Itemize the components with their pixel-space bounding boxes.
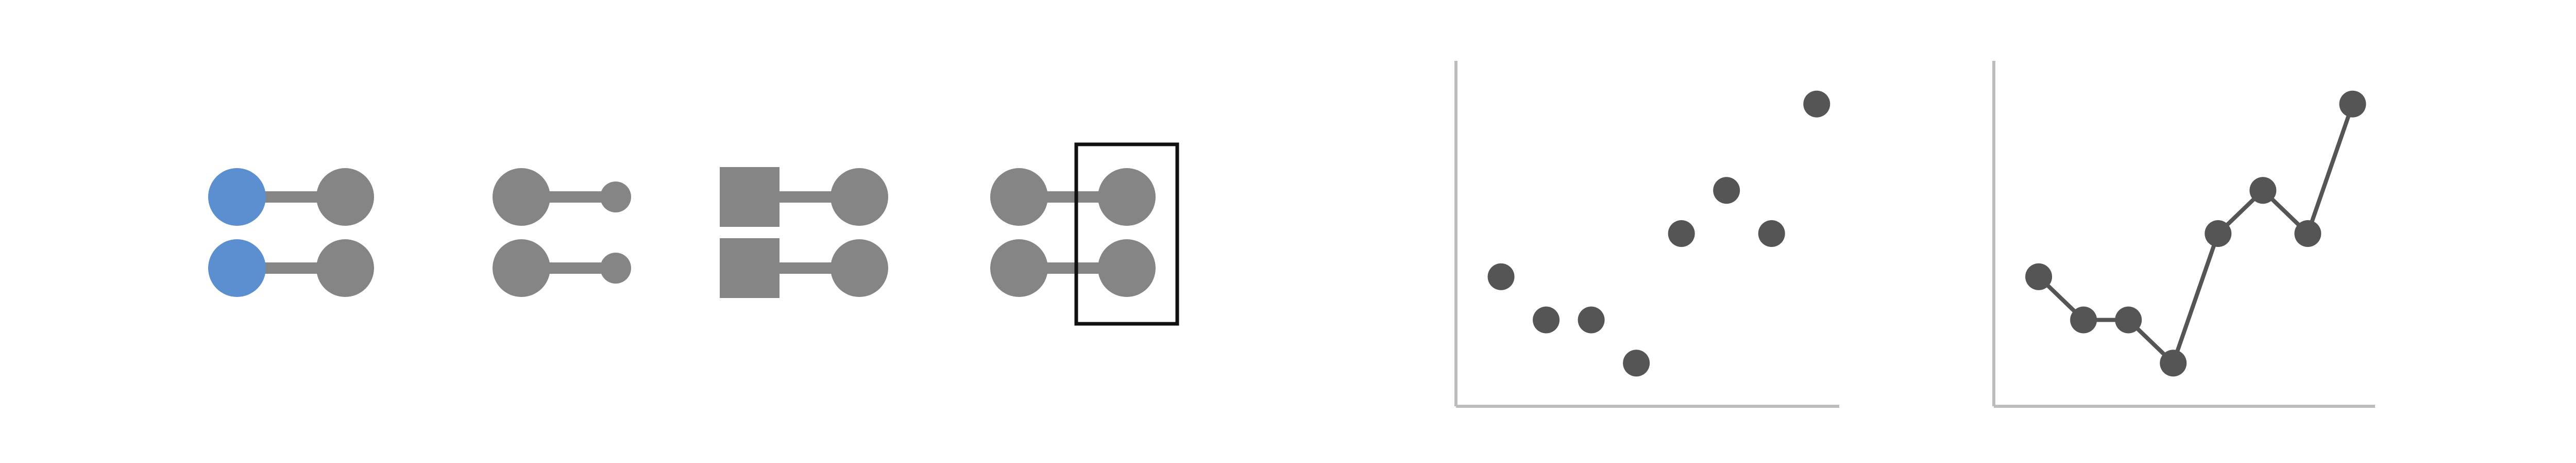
- circle-node: [316, 168, 374, 226]
- data-point: [1758, 220, 1785, 247]
- data-point: [1803, 90, 1831, 118]
- circle-node: [831, 168, 888, 226]
- data-point: [1713, 177, 1740, 204]
- glyph-pair: [493, 168, 631, 226]
- data-point: [2070, 306, 2097, 334]
- data-point: [2025, 263, 2053, 290]
- data-point: [2249, 177, 2277, 204]
- data-point: [2205, 220, 2232, 247]
- circle-node: [493, 239, 550, 297]
- glyph-pair: [208, 239, 374, 297]
- glyph-pair: [720, 167, 888, 227]
- circle-node: [316, 239, 374, 297]
- glyph-group-color-variation: [208, 168, 374, 297]
- circle-node: [1098, 239, 1156, 297]
- circle-node: [493, 168, 550, 226]
- circle-node: [208, 239, 266, 297]
- glyph-pair: [990, 239, 1156, 297]
- glyph-groups: [208, 142, 1179, 326]
- glyph-pair: [720, 238, 888, 298]
- square-node: [720, 238, 779, 298]
- glyph-group-shape-variation: [720, 167, 888, 298]
- data-point: [1668, 220, 1695, 247]
- glyph-group-enclosure: [990, 142, 1179, 326]
- data-point: [2160, 350, 2187, 377]
- circle-node: [208, 168, 266, 226]
- chart-scatter: [1454, 61, 1839, 408]
- circle-node: [990, 239, 1048, 297]
- data-point: [2339, 90, 2366, 118]
- enclosure-frame: [1074, 142, 1179, 326]
- chart-line: [1992, 61, 2375, 408]
- square-node: [720, 167, 779, 227]
- small-circle-node: [600, 253, 631, 284]
- glyph-pair: [493, 239, 631, 297]
- glyph-pair: [208, 168, 374, 226]
- data-point: [2294, 220, 2321, 247]
- charts: [1454, 61, 2375, 408]
- data-point: [2115, 306, 2142, 334]
- data-point: [1623, 350, 1650, 377]
- circle-node: [831, 239, 888, 297]
- data-point: [1578, 306, 1605, 334]
- circle-node: [990, 168, 1048, 226]
- data-point: [1533, 306, 1560, 334]
- glyph-group-size-variation: [493, 168, 631, 297]
- small-circle-node: [600, 181, 631, 212]
- glyph-pair: [990, 168, 1156, 226]
- data-point: [1487, 263, 1515, 290]
- circle-node: [1098, 168, 1156, 226]
